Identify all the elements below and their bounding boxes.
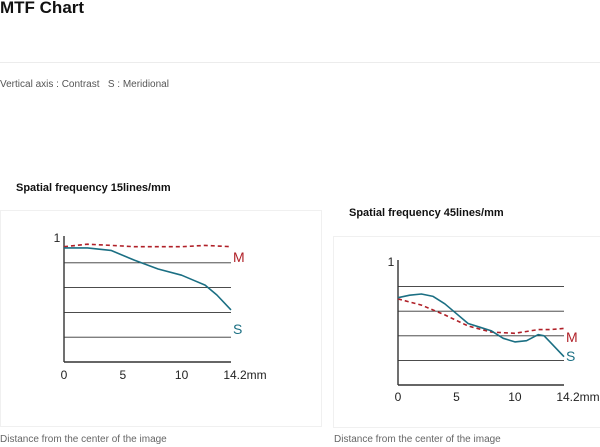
- chart-2-series-s-line: [397, 293, 565, 358]
- chart-1-xtick-label: 0: [61, 368, 68, 382]
- chart-1-series-s-label: S: [233, 321, 242, 337]
- chart-1-xtick-label: 5: [119, 368, 126, 382]
- chart-2-xtick-label: 10: [508, 390, 522, 404]
- chart-1-frame: [0, 210, 322, 427]
- chart-1-xlabel: Distance from the center of the image: [0, 434, 167, 445]
- chart-2-xtick-label: 14.2mm: [556, 390, 599, 404]
- chart-2-xtick-label: 0: [395, 390, 402, 404]
- chart-1-series-m-label: M: [233, 249, 245, 265]
- chart-1-xtick-label: 10: [175, 368, 189, 382]
- chart-1-xtick-label: 14.2mm: [223, 368, 266, 382]
- chart-2-series-m-line: [397, 298, 565, 335]
- chart-2-series-s-label: S: [566, 348, 575, 364]
- chart-2-ytick-label: 1: [388, 255, 395, 269]
- chart-1-ytick-label: 1: [54, 231, 61, 245]
- page-title: MTF Chart: [0, 0, 85, 17]
- chart-2-xlabel: Distance from the center of the image: [334, 434, 501, 445]
- chart-2-title: Spatial frequency 45lines/mm: [349, 207, 504, 219]
- chart-2-series-m-label: M: [566, 329, 578, 345]
- chart-2-frame: [333, 236, 600, 428]
- chart-1-series-m-line: [63, 243, 232, 248]
- axis-legend-note: Vertical axis : Contrast S : Meridional: [0, 79, 169, 90]
- chart-1-title: Spatial frequency 15lines/mm: [16, 182, 171, 194]
- chart-2-xtick-label: 5: [453, 390, 460, 404]
- chart-1-series-s-line: [64, 247, 232, 311]
- title-divider: [0, 62, 600, 63]
